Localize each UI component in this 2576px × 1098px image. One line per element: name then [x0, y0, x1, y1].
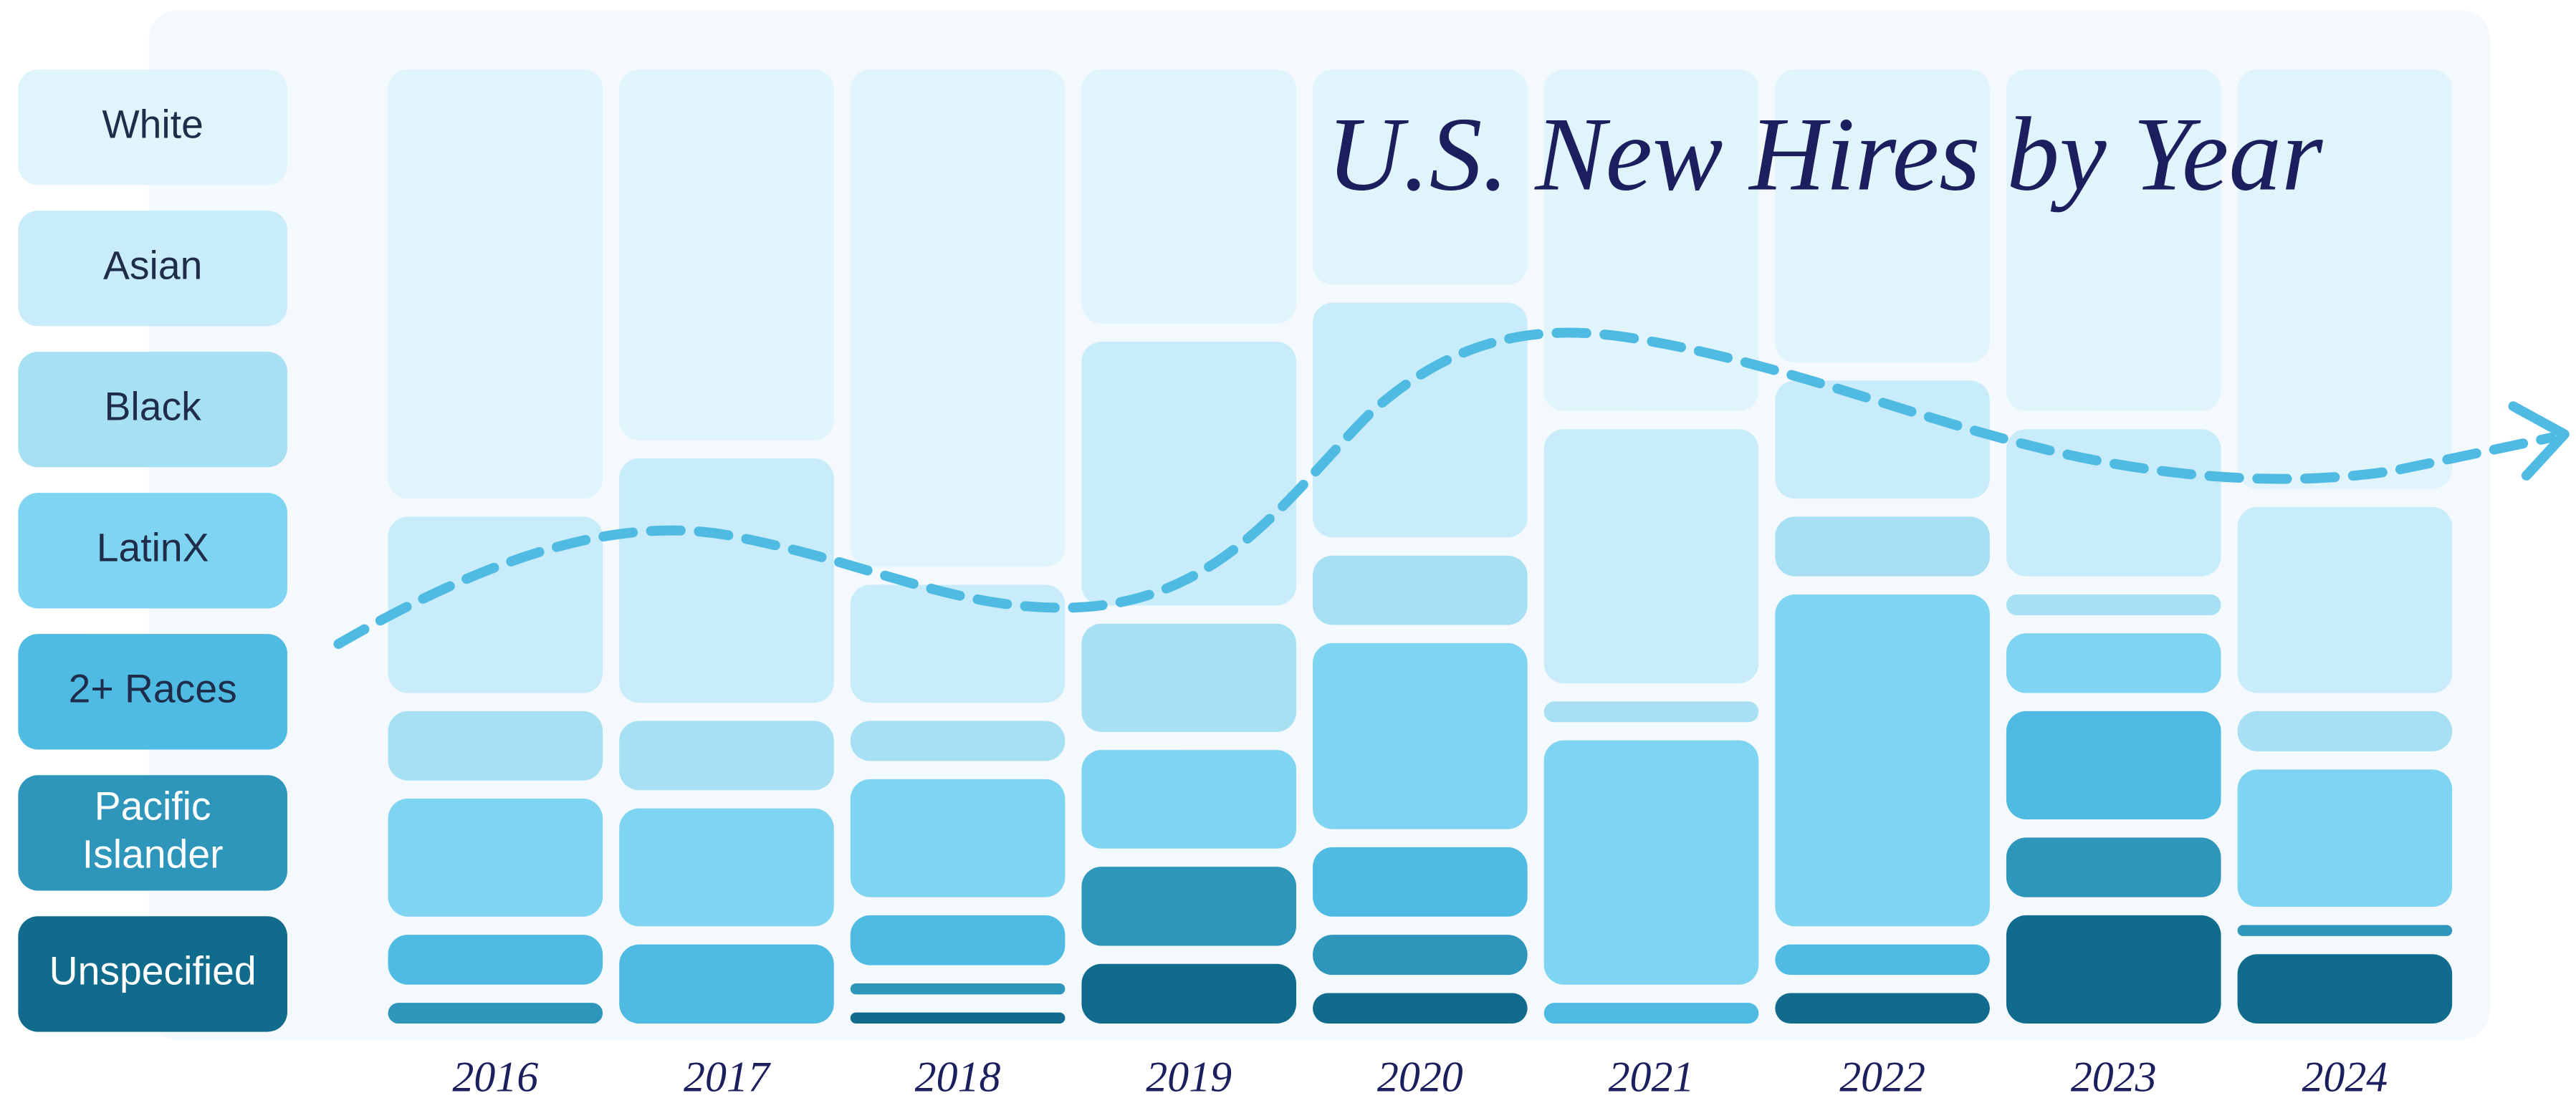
bar-segment	[850, 584, 1066, 703]
bar-segment	[388, 711, 603, 781]
bar-segment	[850, 779, 1066, 897]
bar-segment	[1543, 701, 1759, 723]
x-tick-label: 2019	[1146, 1053, 1232, 1098]
bar-segment	[1081, 963, 1297, 1024]
legend-swatch	[18, 211, 287, 327]
bar-segment	[850, 69, 1066, 567]
bar-segment	[1081, 750, 1297, 849]
bar-segment	[1313, 993, 1528, 1024]
chart-title: U.S. New Hires by Year	[1326, 96, 2323, 213]
bar-segment	[2006, 633, 2221, 693]
bar-segment	[2237, 711, 2453, 751]
bar-segment	[2006, 69, 2221, 411]
legend: White Asian Black LatinX 2+ Races Pacific Isla…	[18, 69, 287, 1032]
legend-swatch	[18, 493, 287, 609]
bar-segment	[388, 799, 603, 917]
bar-segment	[850, 721, 1066, 761]
bar-segment	[388, 1003, 603, 1024]
bar-segment	[2006, 837, 2221, 897]
bar-segment	[2237, 954, 2453, 1024]
x-tick-label: 2020	[1377, 1053, 1463, 1098]
bar-segment	[2006, 711, 2221, 819]
bar-segment	[1313, 642, 1528, 829]
x-tick-label: 2022	[1839, 1053, 1925, 1098]
x-tick-label: 2016	[452, 1053, 538, 1098]
bar-segment	[1543, 69, 1759, 411]
bar-segment	[619, 944, 834, 1024]
bar-segment	[1313, 935, 1528, 976]
legend-swatch	[18, 352, 287, 468]
bar-segment	[2006, 594, 2221, 615]
bar-segment	[1775, 594, 1990, 927]
bar-segment	[388, 69, 603, 499]
x-tick-label: 2021	[1609, 1053, 1695, 1098]
bar-segment	[1313, 302, 1528, 538]
bar-segment	[388, 935, 603, 985]
bar-segment	[388, 516, 603, 693]
legend-label: LatinX	[97, 525, 209, 569]
bar-segment	[1313, 847, 1528, 917]
bar-segment	[1081, 69, 1297, 324]
x-tick-label: 2023	[2071, 1053, 2157, 1098]
legend-label: White	[102, 102, 203, 146]
legend-swatch	[18, 634, 287, 750]
bar-segment	[1081, 623, 1297, 732]
bar-segment	[850, 915, 1066, 965]
bar-segment	[1081, 867, 1297, 946]
bar-segment	[2237, 506, 2453, 693]
bars	[388, 69, 2453, 1024]
bar-segment	[1313, 69, 1528, 285]
bar-segment	[1313, 555, 1528, 625]
bar-segment	[1543, 740, 1759, 985]
bar-segment	[2006, 915, 2221, 1024]
bar-segment	[1775, 380, 1990, 499]
legend-label: Asian	[103, 243, 202, 287]
bar-segment	[2006, 429, 2221, 577]
bar-segment	[2237, 925, 2453, 936]
bar-segment	[1543, 429, 1759, 683]
x-tick-label: 2024	[2302, 1053, 2388, 1098]
bar-segment	[619, 808, 834, 927]
bar-segment	[2237, 769, 2453, 907]
bar-segment	[1543, 1003, 1759, 1024]
x-axis: 2016 2017 2018 2019 2020 2021 2022 2023 2024	[452, 1053, 2388, 1098]
x-tick-label: 2017	[684, 1053, 771, 1098]
x-tick-label: 2018	[915, 1053, 1001, 1098]
bar-segment	[1775, 944, 1990, 976]
trend-arrow	[333, 327, 2557, 649]
bar-segment	[850, 1012, 1066, 1024]
bar-segment	[850, 983, 1066, 995]
legend-label: 2+ Races	[69, 666, 237, 711]
bar-segment	[1775, 516, 1990, 577]
bar-segment	[1081, 342, 1297, 606]
bar-segment	[1775, 69, 1990, 363]
arrow-head	[2508, 401, 2570, 481]
bar-segment	[619, 721, 834, 791]
bar-segment	[1775, 993, 1990, 1024]
legend-swatch	[18, 69, 287, 186]
bar-segment	[2237, 69, 2453, 489]
legend-swatch	[18, 916, 287, 1032]
legend-swatch	[18, 775, 287, 891]
legend-label: Pacific Islander	[82, 784, 224, 876]
bar-segment	[619, 458, 834, 703]
bar-segment	[619, 69, 834, 440]
legend-label: Unspecified	[49, 949, 257, 993]
legend-label: Black	[105, 384, 202, 428]
